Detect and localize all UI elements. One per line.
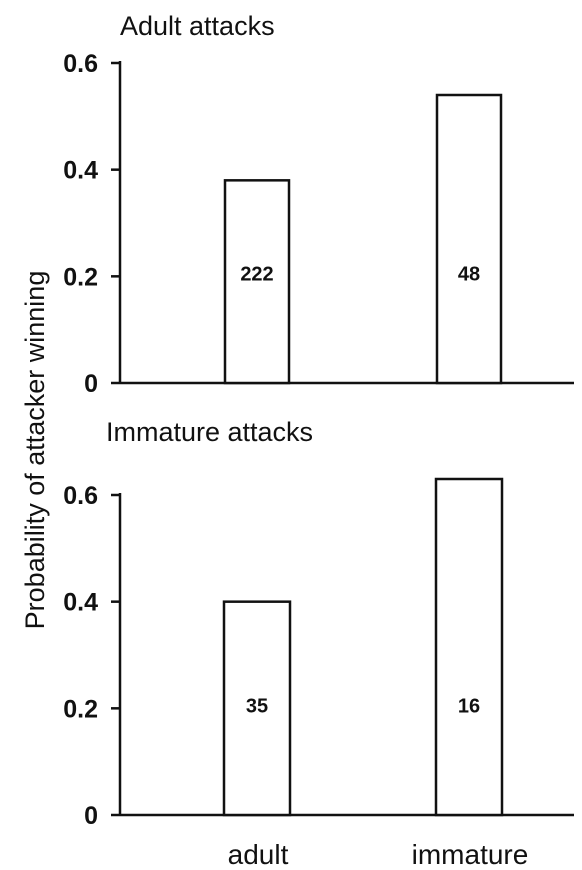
y-tick-label: 0.4: [63, 589, 98, 617]
bar-data-label: 35: [246, 696, 268, 718]
bar-adult: [223, 179, 291, 385]
x-axis-category-labels: adult immature: [228, 839, 529, 870]
bar-immature: [435, 93, 503, 385]
bar-data-label: 16: [458, 696, 480, 718]
y-tick-label: 0: [84, 802, 98, 830]
x-tick-label-adult: adult: [228, 839, 289, 870]
y-tick-label: 0.6: [63, 482, 98, 510]
bar-data-label: 222: [240, 264, 273, 286]
y-axis-label: Probability of attacker winning: [20, 271, 50, 630]
bar-data-label: 48: [458, 264, 480, 286]
y-tick-label: 0.2: [63, 263, 98, 291]
bar-adult: [222, 600, 292, 817]
chart-title: Adult attacks: [120, 11, 275, 41]
y-tick-label: 0.6: [63, 50, 98, 78]
y-tick-label: 0: [84, 370, 98, 398]
y-tick-label: 0.2: [63, 695, 98, 723]
chart-panel-adult-attacks: Adult attacks 0 0.2 0.4 0.6 222 48: [63, 11, 574, 398]
chart-panel-immature-attacks: Immature attacks 0 0.2 0.4 0.6 35 16: [63, 417, 574, 830]
bar-immature: [434, 477, 504, 817]
y-tick-label: 0.4: [63, 157, 98, 185]
x-tick-label-immature: immature: [412, 839, 529, 870]
chart-title: Immature attacks: [106, 417, 313, 447]
